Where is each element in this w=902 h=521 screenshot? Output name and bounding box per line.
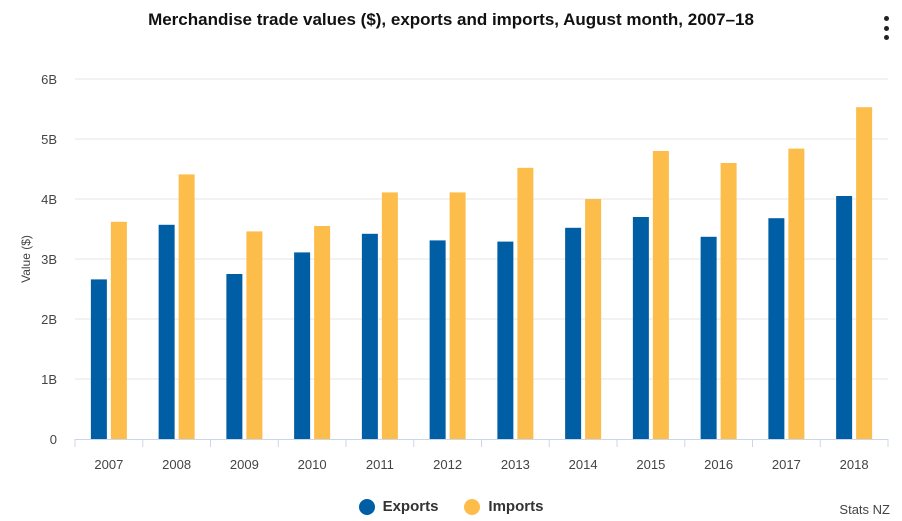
- bar-exports-2018: [836, 196, 853, 439]
- chart-title: Merchandise trade values ($), exports an…: [148, 10, 754, 29]
- bar-exports-2011: [361, 233, 378, 439]
- y-tick-label: 0: [50, 432, 57, 447]
- y-tick-label: 1B: [41, 372, 57, 387]
- y-tick-label: 4B: [41, 192, 57, 207]
- chart-menu-button[interactable]: [876, 16, 896, 40]
- bar-exports-2017: [768, 218, 785, 439]
- legend-item-imports[interactable]: Imports: [464, 498, 543, 515]
- x-tick-label: 2016: [704, 457, 733, 472]
- bar-exports-2016: [700, 236, 717, 439]
- x-tick-label: 2011: [366, 457, 394, 472]
- bar-imports-2018: [856, 107, 873, 439]
- x-tick-label: 2007: [94, 457, 123, 472]
- x-tick-label: 2009: [230, 457, 259, 472]
- bar-exports-2015: [632, 217, 649, 439]
- y-tick-label: 5B: [41, 132, 57, 147]
- bar-exports-2007: [90, 279, 107, 439]
- y-tick-label: 3B: [41, 252, 57, 267]
- credit-link[interactable]: Stats NZ: [839, 502, 890, 517]
- exports-swatch-icon: [358, 498, 375, 515]
- legend: Exports Imports: [0, 498, 902, 515]
- bar-exports-2009: [226, 274, 243, 439]
- x-tick-label: 2015: [636, 457, 665, 472]
- x-tick-label: 2012: [433, 457, 462, 472]
- bar-imports-2010: [314, 226, 331, 439]
- imports-swatch-icon: [464, 498, 481, 515]
- bar-imports-2012: [449, 192, 466, 439]
- bar-imports-2013: [517, 167, 534, 440]
- bar-imports-2016: [720, 163, 737, 439]
- x-tick-label: 2010: [298, 457, 327, 472]
- bar-exports-2012: [429, 240, 446, 439]
- y-tick-label: 2B: [41, 312, 57, 327]
- bar-imports-2017: [788, 148, 805, 439]
- x-tick-label: 2018: [840, 457, 869, 472]
- legend-label-exports: Exports: [382, 498, 439, 515]
- legend-label-imports: Imports: [488, 498, 544, 515]
- bar-imports-2015: [652, 151, 669, 439]
- bar-imports-2009: [246, 231, 263, 439]
- bar-exports-2010: [294, 252, 311, 439]
- more-vertical-icon: [883, 16, 889, 21]
- more-vertical-icon-dot: [883, 35, 889, 40]
- x-tick-label: 2013: [501, 457, 530, 472]
- bar-exports-2014: [565, 227, 582, 439]
- bar-exports-2008: [158, 224, 175, 439]
- bar-imports-2008: [178, 174, 195, 439]
- bar-imports-2014: [585, 199, 602, 439]
- x-tick-label: 2008: [162, 457, 191, 472]
- bar-imports-2011: [381, 192, 398, 439]
- more-vertical-icon-dot: [883, 25, 889, 31]
- y-tick-label: 6B: [41, 72, 57, 87]
- legend-item-exports[interactable]: Exports: [358, 498, 439, 515]
- x-tick-label: 2017: [772, 457, 801, 472]
- x-tick-label: 2014: [569, 457, 598, 472]
- y-axis-title: Value ($): [19, 235, 33, 283]
- bar-imports-2007: [110, 221, 127, 439]
- bar-exports-2013: [497, 241, 514, 439]
